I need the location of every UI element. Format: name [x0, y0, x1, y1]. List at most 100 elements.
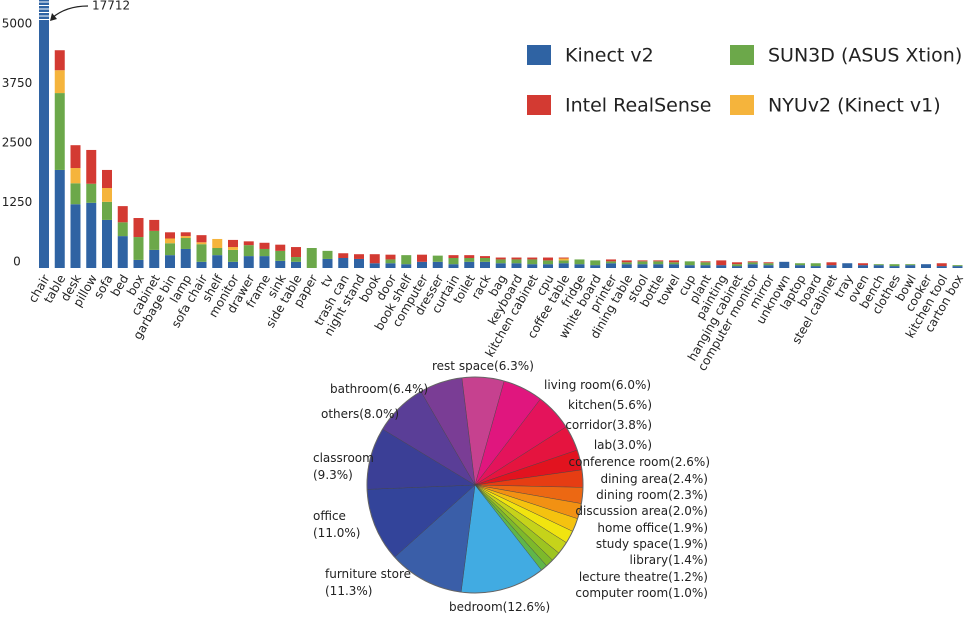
bar-segment [889, 264, 900, 267]
bar-segment [448, 255, 459, 259]
pie-label: computer room(1.0%) [575, 586, 708, 600]
bar-segment [527, 264, 538, 268]
bar-segment [543, 257, 553, 261]
legend-swatch [527, 95, 551, 115]
pie-label: living room(6.0%) [544, 378, 651, 392]
bar-segment [543, 264, 553, 268]
bar-segment [464, 258, 475, 262]
bar-segment [795, 265, 805, 268]
bar-segment [558, 257, 569, 259]
y-tick-label: 1250 [2, 195, 33, 209]
pie-outline [366, 376, 584, 594]
pie-label: lab(3.0%) [594, 438, 652, 452]
legend-label: NYUv2 (Kinect v1) [768, 95, 941, 117]
bar-segment [369, 263, 380, 268]
bar-segment [432, 255, 443, 262]
pie-label: kitchen(5.6%) [568, 398, 652, 412]
bar-segment [574, 259, 585, 265]
annotation: 17712 [92, 0, 130, 13]
bar-segment [133, 237, 144, 260]
bar-segment [417, 254, 427, 262]
bar-segment [921, 264, 931, 268]
bar-segment [102, 201, 112, 220]
bar-segment [905, 264, 916, 266]
bar-segment [228, 247, 238, 250]
bar-segment [669, 260, 679, 263]
bar-segment [732, 262, 742, 265]
bar-segment [401, 264, 412, 268]
pie-label: dining room(2.3%) [596, 488, 708, 502]
bar-segment [700, 262, 711, 266]
bar-segment [117, 222, 128, 237]
pie-label: conference room(2.6%) [569, 455, 711, 469]
bar-segment [558, 263, 569, 268]
bar-segment [700, 261, 711, 263]
bar-segment [448, 264, 459, 268]
bar-segment [480, 258, 490, 262]
bar-segment [858, 265, 868, 268]
bar-segment [543, 260, 553, 265]
pie-label: lecture theatre(1.2%) [579, 570, 708, 584]
pie-label: office (11.0%) [313, 509, 360, 540]
bar-segment [338, 253, 349, 259]
bar-segment [180, 236, 191, 239]
bar-segment [590, 265, 601, 268]
bar-segment [165, 243, 175, 256]
bar-segment [180, 248, 191, 268]
bar-segment [952, 266, 963, 268]
bar-segment [464, 255, 475, 259]
bar-segment [86, 183, 97, 203]
bar-segment [432, 261, 443, 268]
bar-segment [243, 241, 254, 246]
bar-segment [936, 266, 947, 268]
bar-segment [621, 260, 632, 263]
bar-segment [165, 238, 175, 244]
bar-segment [417, 261, 427, 268]
bar-segment [669, 264, 679, 268]
bar-segment [873, 265, 884, 268]
bar-segment [401, 255, 412, 265]
legend-swatch [730, 95, 754, 115]
bar-segment [747, 261, 758, 263]
bar-segment [102, 219, 112, 268]
bar-segment [732, 266, 742, 268]
bar-segment [39, 0, 49, 268]
pie-label: discussion area(2.0%) [575, 504, 708, 518]
bar-segment [165, 255, 175, 268]
bar-segment [212, 238, 223, 249]
bar-segment [228, 249, 238, 262]
bar-segment [511, 259, 522, 264]
pie-label: dining area(2.4%) [600, 472, 708, 486]
bar-segment [228, 261, 238, 268]
bar-segment [495, 257, 506, 260]
bar-segment [842, 263, 853, 268]
bar-segment [684, 265, 695, 268]
bar-segment [259, 242, 270, 249]
y-tick-label: 0 [13, 255, 21, 269]
pie-label: bedroom(12.6%) [449, 600, 550, 614]
bar-segment [149, 219, 160, 231]
bar-segment [795, 263, 805, 266]
bar-segment [936, 263, 947, 267]
bar-segment [574, 264, 585, 268]
bar-segment [826, 265, 837, 268]
bar-segment [747, 264, 758, 268]
bar-segment [86, 149, 97, 184]
bar-segment [763, 262, 774, 264]
pie-label: corridor(3.8%) [565, 418, 652, 432]
bar-segment [54, 93, 65, 170]
bar-segment [952, 265, 963, 267]
bar-segment [133, 259, 144, 268]
bar-segment [180, 238, 191, 249]
bar-segment [369, 254, 380, 264]
bar-segment [70, 168, 81, 184]
pie-label: others(8.0%) [321, 407, 399, 421]
bar-segment [54, 50, 65, 71]
bar-segment [464, 261, 475, 268]
bar-segment [480, 261, 490, 268]
bar-segment [86, 202, 97, 268]
bar-segment [180, 232, 191, 237]
annotation-arrow [51, 5, 89, 19]
bar-segment [102, 188, 112, 202]
bar-segment [653, 260, 664, 262]
